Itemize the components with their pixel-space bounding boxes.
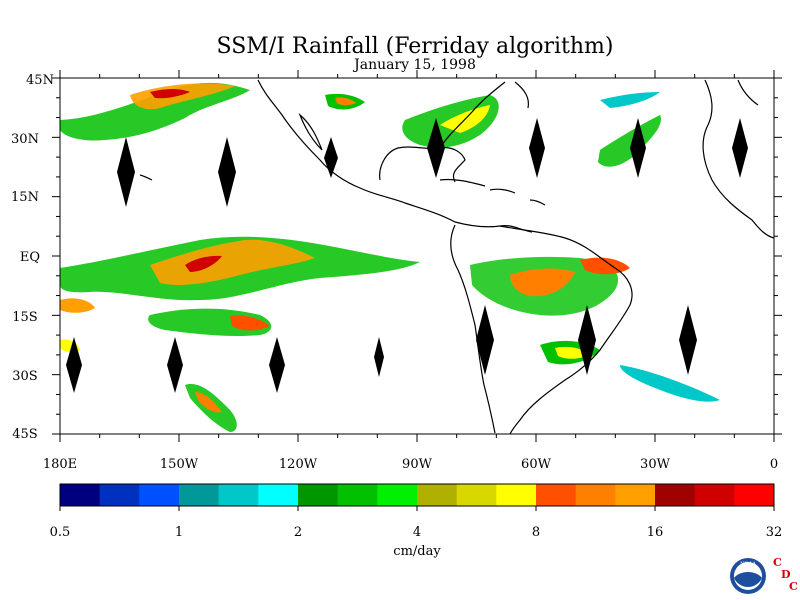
coast-puerto-rico (529, 199, 546, 206)
rain-itcz-core (150, 239, 315, 286)
lat-label: 45N (26, 73, 54, 88)
colorbar-tick-label: 8 (532, 525, 540, 540)
map-area (52, 70, 782, 442)
longitude-labels: 180E 150W 120W 90W 60W 30W 0 (43, 457, 778, 472)
rain-south-pacific-storm-core (195, 392, 222, 413)
gap-diamond (117, 137, 135, 207)
colorbar-swatch (139, 484, 180, 506)
colorbar-tick-label: 4 (413, 525, 421, 540)
cdc-letter: C (773, 556, 782, 569)
gap-diamond (269, 337, 285, 393)
cdc-letter: C (789, 580, 798, 593)
colorbar-swatch (575, 484, 616, 506)
orbit-gaps (66, 118, 748, 393)
gap-diamond (427, 118, 445, 178)
rain-amazon-core (510, 268, 575, 297)
colorbar-swatch (734, 484, 775, 506)
gap-diamond (529, 118, 545, 178)
gap-diamond (66, 337, 82, 393)
rain-spcz-core (230, 315, 270, 331)
lat-label: 30S (12, 369, 37, 384)
rain-itcz-peak (185, 255, 222, 272)
coast-cuba (439, 178, 486, 187)
figure-title: SSM/I Rainfall (Ferriday algorithm) (217, 34, 614, 59)
lat-label: 30N (11, 132, 39, 147)
cdc-letter: D (781, 568, 791, 581)
colorbar-swatch (417, 484, 458, 506)
coast-greenland (514, 81, 530, 109)
colorbar-swatch (218, 484, 259, 506)
lon-label: 150W (160, 457, 199, 472)
lat-label: 45S (12, 427, 37, 442)
colorbar-tick-label: 2 (294, 525, 302, 540)
noaa-logo-text: NOAA (740, 561, 756, 567)
coast-baja (298, 113, 323, 151)
noaa-logo-bird (734, 572, 762, 587)
lon-label: 180E (43, 457, 77, 472)
coast-south-america-east (499, 225, 633, 435)
colorbar-tick-label: 16 (647, 525, 664, 540)
colorbar-tick-label: 32 (766, 525, 783, 540)
coast-north-america-pacific (257, 79, 533, 233)
coast-europe (737, 79, 759, 106)
rain-north-pacific-peak (150, 89, 190, 99)
rain-north-atlantic (600, 92, 660, 108)
colorbar-swatch (377, 484, 418, 506)
colorbar-swatch (456, 484, 497, 506)
latitude-labels: 45N 30N 15N EQ 15S 30S 45S (11, 73, 54, 442)
lon-label: 0 (770, 457, 778, 472)
lat-label: 15N (11, 190, 39, 205)
gap-diamond (167, 337, 183, 393)
coast-africa-west (702, 79, 775, 239)
lon-label: 30W (640, 457, 671, 472)
gap-diamond (218, 137, 236, 207)
lat-label: EQ (20, 250, 40, 265)
gap-diamond (374, 337, 384, 377)
coastlines (139, 79, 775, 435)
colorbar-tick-label: 1 (175, 525, 183, 540)
lon-label: 90W (402, 457, 433, 472)
colorbar (59, 483, 775, 511)
colorbar-labels: 0.5 1 2 4 8 16 32 (50, 525, 783, 540)
colorbar-swatch (694, 484, 735, 506)
gap-diamond (324, 137, 338, 178)
noaa-cdc-logo: NOAA C D C (730, 556, 798, 594)
colorbar-tick-label: 0.5 (50, 525, 71, 540)
coast-us-east (439, 81, 506, 149)
colorbar-swatch (60, 484, 101, 506)
rain-north-pacific-core (130, 83, 235, 110)
lon-label: 120W (279, 457, 318, 472)
colorbar-swatch (179, 484, 220, 506)
figure-subtitle: January 15, 1998 (352, 57, 476, 73)
rain-south-atlantic (620, 365, 720, 402)
colorbar-unit: cm/day (393, 544, 441, 559)
gap-diamond (578, 305, 596, 375)
rainfall-field (60, 82, 720, 432)
colorbar-swatch (298, 484, 339, 506)
lat-label: 15S (12, 310, 37, 325)
rain-north-pacific (60, 82, 250, 141)
gap-diamond (630, 118, 646, 178)
colorbar-swatch (615, 484, 656, 506)
frame-ticks (52, 70, 782, 442)
gap-diamond (679, 305, 697, 375)
colorbar-swatch (496, 484, 537, 506)
lon-label: 60W (521, 457, 552, 472)
colorbar-swatch (536, 484, 577, 506)
colorbar-swatch (258, 484, 299, 506)
coast-south-america-west (450, 224, 496, 434)
rain-mid-atlantic (598, 115, 661, 167)
gap-diamond (732, 118, 748, 178)
coast-hawaii (139, 174, 153, 181)
colorbar-swatch (337, 484, 378, 506)
colorbar-swatch (655, 484, 696, 506)
colorbar-swatch (99, 484, 140, 506)
coast-hispaniola (489, 188, 516, 194)
rain-mexico-core (335, 97, 356, 106)
gap-diamond (476, 305, 494, 375)
rain-south-pacific-west (60, 298, 95, 313)
